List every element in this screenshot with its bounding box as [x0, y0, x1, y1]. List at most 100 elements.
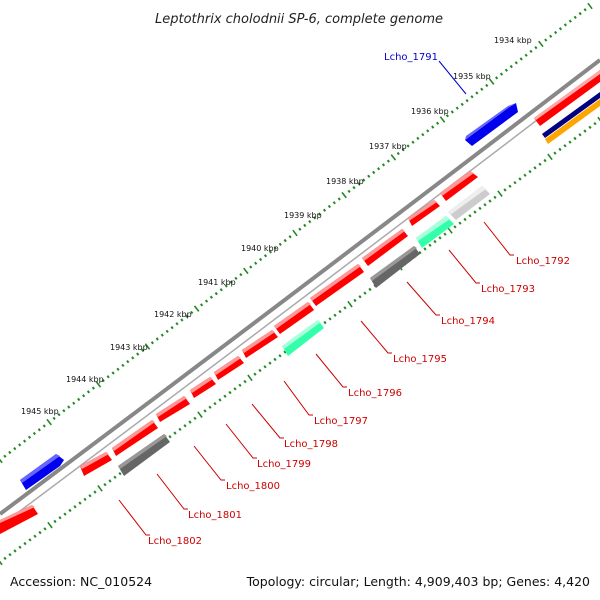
minor-tick [126, 359, 130, 364]
gene-red-8[interactable] [190, 377, 216, 398]
gene-red-9[interactable] [156, 396, 190, 422]
minor-tick [568, 140, 572, 144]
minor-tick [180, 318, 184, 322]
major-tick [538, 40, 544, 48]
kbp-label: 1938 kbp [326, 177, 364, 186]
gene-label-lcho-1802[interactable]: Lcho_1802 [148, 536, 202, 547]
leader-lcho-1802 [118, 499, 150, 536]
minor-tick [209, 295, 213, 299]
gene-red-bottom-left[interactable] [0, 505, 38, 534]
minor-tick [62, 409, 66, 413]
minor-tick [111, 371, 115, 375]
major-tick [497, 190, 503, 197]
minor-tick [268, 361, 272, 365]
gene-label-lcho-1795[interactable]: Lcho_1795 [393, 354, 447, 365]
minor-tick [485, 83, 489, 88]
gene-lcho-1791[interactable] [465, 103, 518, 146]
kbp-label: 1943 kbp [110, 343, 148, 352]
leader-lcho-1798 [251, 403, 284, 439]
gene-red-11[interactable] [80, 452, 112, 476]
gene-label-lcho-1798[interactable]: Lcho_1798 [284, 439, 338, 450]
minor-tick [396, 151, 400, 156]
minor-tick [249, 265, 253, 269]
leader-lcho-1801 [156, 473, 188, 510]
minor-tick [493, 195, 497, 200]
minor-tick [352, 185, 356, 190]
major-tick [46, 418, 52, 426]
minor-tick [86, 390, 91, 394]
gene-label-lcho-1793[interactable]: Lcho_1793 [481, 284, 535, 295]
minor-tick [218, 398, 222, 402]
minor-tick [509, 64, 513, 69]
minor-tick [483, 203, 487, 207]
gene-lcho-1793[interactable] [416, 216, 454, 248]
accession-text: Accession: NC_010524 [10, 574, 152, 589]
gene-red-4[interactable] [310, 264, 364, 306]
minor-tick [465, 98, 469, 103]
minor-tick [318, 212, 322, 216]
minor-tick [68, 508, 72, 513]
minor-tick [273, 246, 277, 250]
minor-tick [327, 204, 331, 209]
minor-tick [347, 189, 351, 194]
minor-tick [58, 516, 62, 520]
gene-red-6[interactable] [242, 330, 278, 358]
gene-grey-lower[interactable] [118, 434, 170, 476]
minor-tick [233, 387, 237, 391]
minor-tick [423, 247, 427, 251]
minor-tick [332, 201, 336, 205]
kbp-label: 1937 kbp [369, 142, 407, 151]
gene-label-lcho-1801[interactable]: Lcho_1801 [188, 510, 242, 521]
gene-label-lcho-1792[interactable]: Lcho_1792 [516, 256, 570, 267]
minor-tick [23, 541, 27, 546]
gene-label-lcho-1800[interactable]: Lcho_1800 [226, 481, 280, 492]
minor-tick [91, 386, 95, 390]
minor-tick [470, 95, 474, 99]
gene-label-lcho-1799[interactable]: Lcho_1799 [257, 459, 311, 470]
gene-red-5[interactable] [274, 302, 314, 334]
gene-lcho-1792[interactable] [448, 186, 490, 220]
gene-lcho-1794[interactable] [370, 246, 420, 288]
minor-tick [28, 538, 32, 542]
kbp-label: 1935 kbp [453, 72, 491, 81]
gene-red-10[interactable] [112, 420, 158, 456]
major-tick [587, 2, 593, 10]
gene-label-lcho-1791[interactable]: Lcho_1791 [384, 52, 438, 63]
minor-tick [431, 125, 435, 129]
gene-label-lcho-1796[interactable]: Lcho_1796 [348, 388, 402, 399]
minor-tick [558, 27, 563, 31]
genome-summary-text: Topology: circular; Length: 4,909,403 bp… [246, 574, 590, 589]
minor-tick [381, 163, 386, 167]
gene-label-lcho-1797[interactable]: Lcho_1797 [314, 416, 368, 427]
minor-tick [238, 383, 242, 387]
gene-red-1[interactable] [440, 171, 478, 201]
minor-tick [288, 235, 292, 239]
minor-tick [263, 254, 268, 258]
minor-tick [150, 341, 154, 345]
kbp-labels: 1934 kbp 1935 kbp 1936 kbp 1937 kbp 1938… [21, 36, 532, 416]
gene-navy-top-right[interactable] [542, 92, 600, 138]
gene-red-3[interactable] [362, 229, 408, 266]
minor-tick [219, 288, 223, 292]
gene-label-lcho-1794[interactable]: Lcho_1794 [441, 316, 495, 327]
major-tick [97, 485, 103, 492]
minor-tick [445, 114, 449, 118]
major-tick [488, 78, 495, 85]
forward-genes [0, 70, 600, 534]
gene-orange-top-right[interactable] [545, 99, 600, 144]
minor-tick [406, 144, 410, 148]
minor-tick [568, 19, 572, 23]
minor-tick [33, 534, 37, 538]
gene-blue-left[interactable] [20, 454, 64, 490]
gene-lcho-1795[interactable] [282, 320, 324, 356]
gene-red-2[interactable] [408, 200, 440, 226]
gene-red-7[interactable] [214, 356, 244, 380]
outer-scale-ticks [0, 2, 593, 464]
leader-lcho-1791 [438, 60, 467, 95]
minor-tick [358, 295, 362, 299]
minor-tick [83, 497, 87, 502]
minor-tick [268, 250, 272, 254]
minor-tick [38, 530, 42, 535]
minor-tick [178, 427, 182, 432]
